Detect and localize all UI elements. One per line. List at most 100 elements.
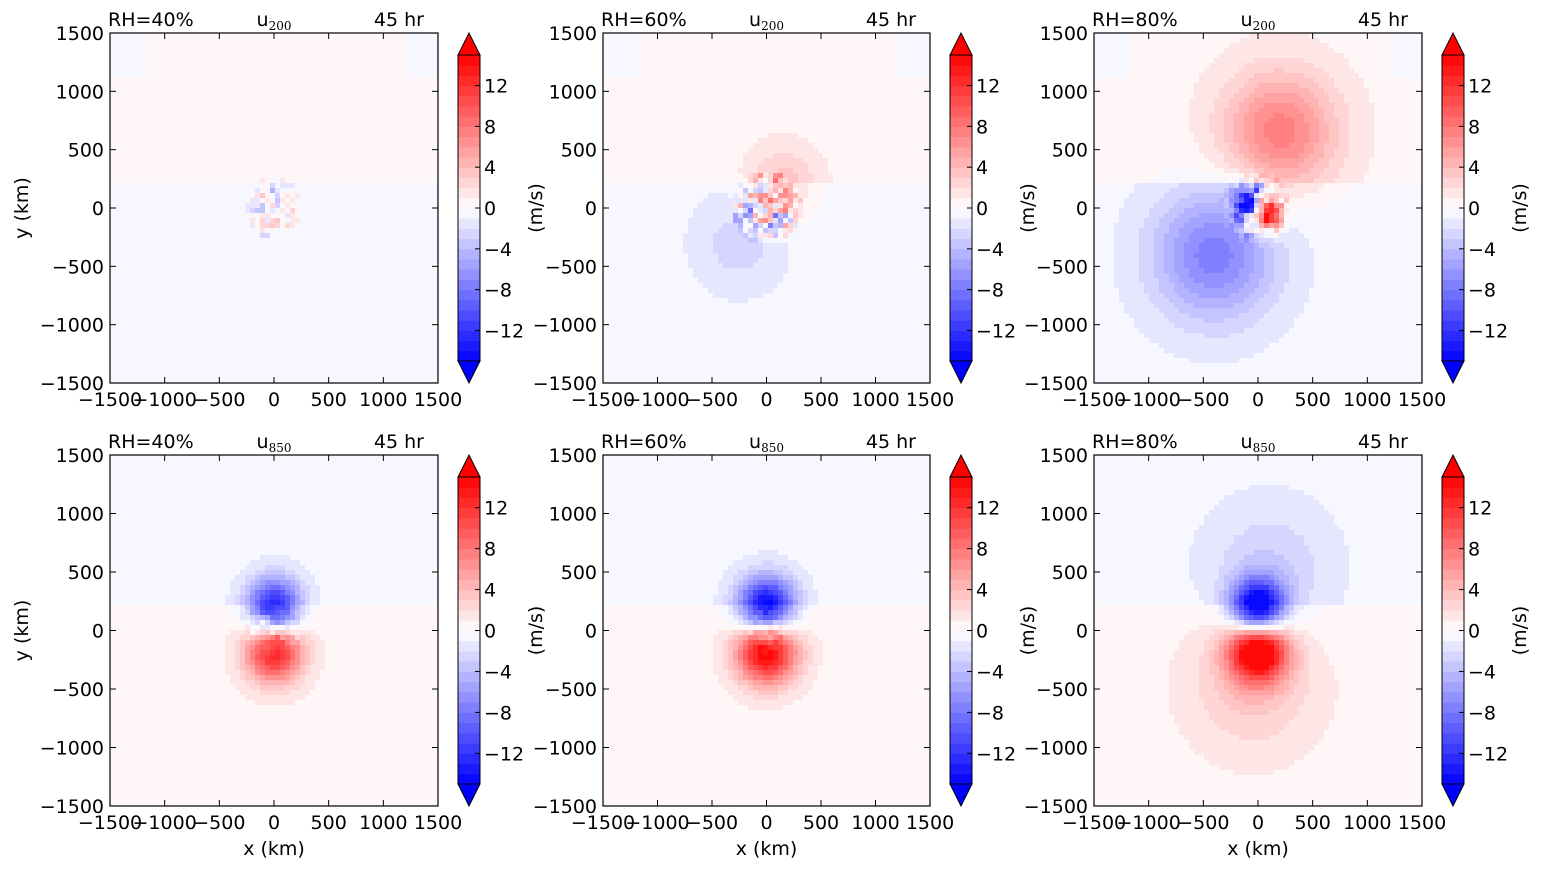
heatmap-cell xyxy=(1259,108,1300,114)
heatmap-cell xyxy=(748,238,759,244)
colorbar-level xyxy=(458,773,480,785)
heatmap-cell xyxy=(110,570,241,576)
colorbar-level xyxy=(458,85,480,97)
heatmap-cell xyxy=(1094,690,1170,696)
heatmap-cell xyxy=(1094,590,1200,596)
heatmap-cell xyxy=(305,650,311,656)
heatmap-cell xyxy=(1259,193,1265,199)
colorbar-level xyxy=(458,620,480,631)
heatmap-cell xyxy=(1214,680,1225,686)
heatmap-cell xyxy=(1269,118,1295,124)
heatmap-cell xyxy=(773,223,779,229)
colorbar-level xyxy=(1442,732,1464,744)
heatmap-cell xyxy=(818,600,931,606)
heatmap-cell xyxy=(808,183,829,189)
colorbar-level xyxy=(950,610,972,621)
heatmap-cell xyxy=(1189,565,1220,571)
heatmap-cell xyxy=(250,193,256,199)
heatmap-cell xyxy=(1094,470,1423,476)
heatmap-cell xyxy=(783,675,789,681)
heatmap-cell xyxy=(1094,650,1175,656)
heatmap-cell xyxy=(738,650,744,656)
heatmap-cell xyxy=(1094,670,1170,676)
heatmap-cell xyxy=(1144,333,1205,339)
heatmap-cell xyxy=(808,590,819,596)
heatmap-cell xyxy=(265,203,271,209)
heatmap-cell xyxy=(255,575,261,581)
heatmap-cell xyxy=(1239,68,1275,74)
heatmap-cell xyxy=(1299,228,1423,234)
heatmap-cell xyxy=(803,680,814,686)
heatmap-cell xyxy=(753,630,764,636)
heatmap-cell xyxy=(603,705,749,711)
heatmap-cell xyxy=(1114,238,1140,244)
heatmap-cell xyxy=(110,113,439,119)
heatmap-cell xyxy=(693,268,789,274)
panel-left-title: RH=40% xyxy=(108,9,194,31)
y-tick-label: 0 xyxy=(1076,198,1088,220)
heatmap-cell xyxy=(743,213,749,219)
heatmap-cell xyxy=(1169,318,1205,324)
heatmap-cell xyxy=(110,298,439,304)
heatmap-cell xyxy=(1094,555,1190,561)
heatmap-cell xyxy=(1219,88,1240,94)
x-tick-label: −500 xyxy=(686,812,738,834)
heatmap-cell xyxy=(603,73,639,79)
heatmap-cell xyxy=(1094,645,1180,651)
heatmap-cell xyxy=(1314,570,1350,576)
heatmap-cell xyxy=(783,585,789,591)
title-variable: u xyxy=(1241,431,1253,453)
heatmap-cell xyxy=(275,625,286,631)
heatmap-cell xyxy=(818,590,931,596)
heatmap-cell xyxy=(743,173,749,179)
heatmap-cell xyxy=(603,293,714,299)
heatmap-cell xyxy=(110,635,226,641)
heatmap-cell xyxy=(1159,223,1170,229)
heatmap-cell xyxy=(1279,233,1305,239)
heatmap-cell xyxy=(1369,158,1423,164)
heatmap-cell xyxy=(1289,273,1315,279)
heatmap-cell xyxy=(1224,555,1245,561)
heatmap-cell xyxy=(1239,108,1250,114)
heatmap-cell xyxy=(1229,590,1235,596)
heatmap-cell xyxy=(1294,630,1310,636)
heatmap-cell xyxy=(1164,238,1175,244)
heatmap-cell xyxy=(1319,128,1330,134)
heatmap-cell xyxy=(603,78,931,84)
heatmap-cell xyxy=(1149,213,1165,219)
heatmap-cell xyxy=(718,590,729,596)
heatmap-cell xyxy=(1214,585,1225,591)
heatmap-cell xyxy=(1349,108,1375,114)
heatmap-cell xyxy=(260,183,266,189)
heatmap-cell xyxy=(1189,550,1225,556)
heatmap-cell xyxy=(1234,198,1240,204)
heatmap-cell xyxy=(1274,605,1280,611)
heatmap-cell xyxy=(110,745,439,751)
heatmap-cell xyxy=(1244,198,1250,204)
heatmap-cell xyxy=(773,660,779,666)
heatmap-cell xyxy=(1119,293,1150,299)
heatmap-cell xyxy=(1189,233,1240,239)
heatmap-cell xyxy=(1094,460,1423,466)
heatmap-cell xyxy=(1274,258,1290,264)
heatmap-cell xyxy=(1254,58,1305,64)
heatmap-cell xyxy=(1284,650,1290,656)
heatmap-cell xyxy=(325,645,439,651)
heatmap-cell xyxy=(110,580,231,586)
heatmap-cell xyxy=(1279,183,1285,189)
heatmap-cell xyxy=(1279,645,1285,651)
heatmap-cell xyxy=(260,228,266,234)
heatmap-cell xyxy=(713,665,724,671)
panel-left-title: RH=60% xyxy=(601,9,687,31)
heatmap-cell xyxy=(1254,303,1275,309)
heatmap-cell xyxy=(773,233,779,239)
heatmap-cell xyxy=(1289,605,1295,611)
heatmap-cell xyxy=(603,213,694,219)
heatmap-cell xyxy=(743,208,749,214)
heatmap-cell xyxy=(788,685,799,691)
heatmap-cell xyxy=(603,665,714,671)
heatmap-cell xyxy=(808,218,931,224)
heatmap-cell xyxy=(1254,163,1270,169)
heatmap-cell xyxy=(245,665,251,671)
heatmap-cell xyxy=(803,640,809,646)
